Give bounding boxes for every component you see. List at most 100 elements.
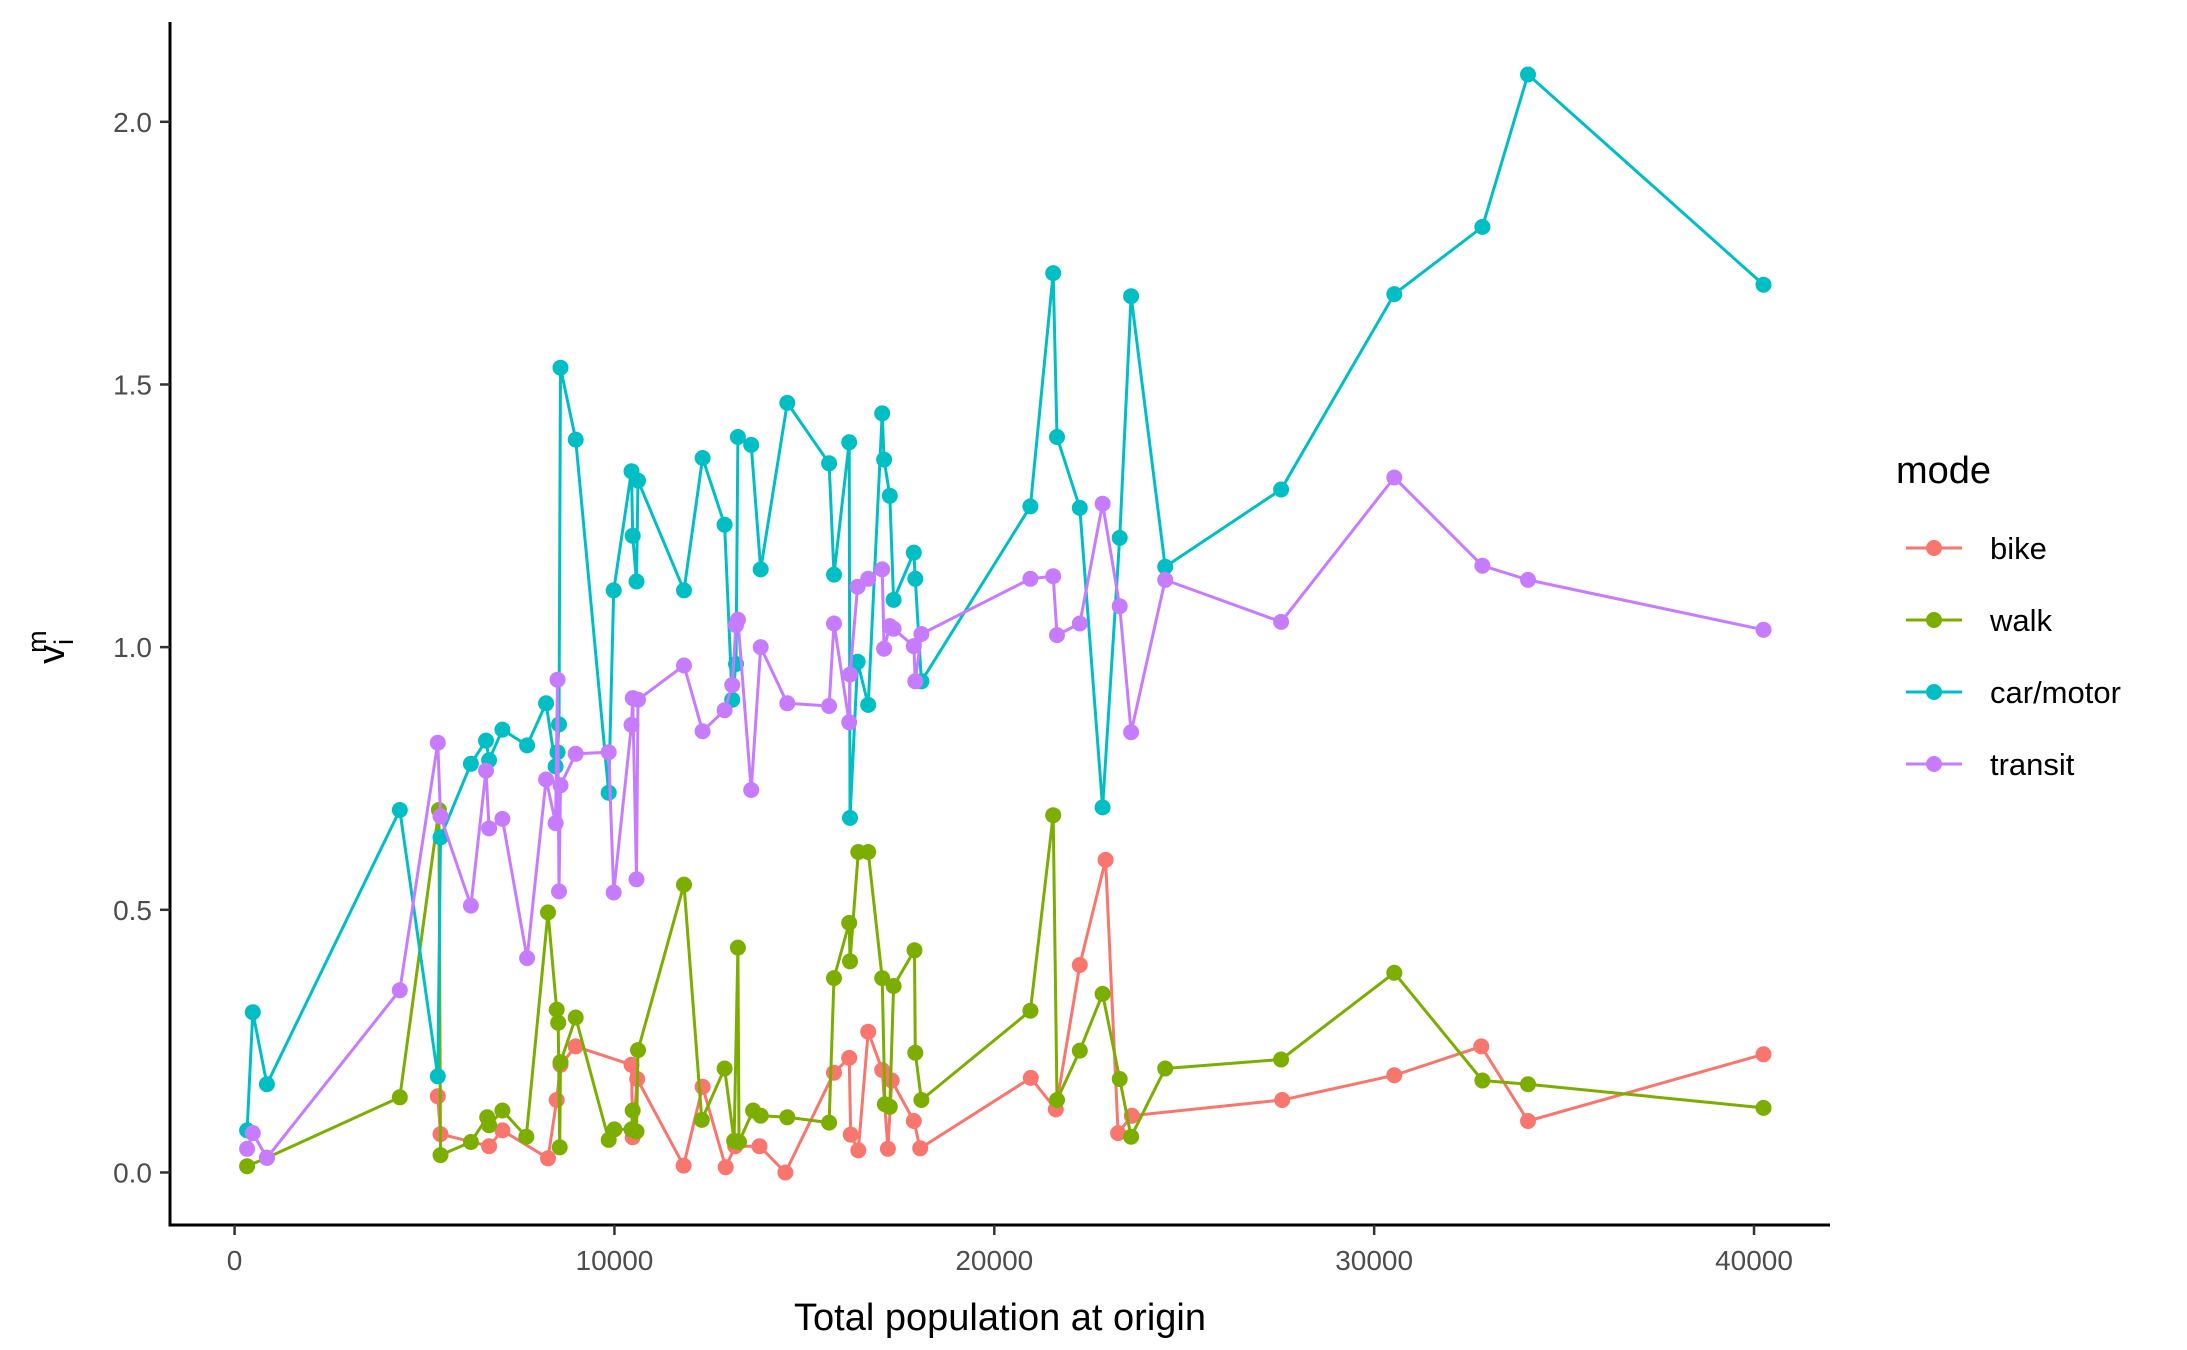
data-point-walk xyxy=(1094,985,1111,1002)
legend-key-point xyxy=(1926,540,1942,556)
data-point-car-motor xyxy=(729,429,746,445)
data-point-transit xyxy=(567,745,584,762)
data-point-transit xyxy=(481,820,498,837)
data-point-car-motor xyxy=(1094,799,1111,816)
data-point-walk xyxy=(1386,964,1403,981)
data-point-transit xyxy=(716,702,733,719)
data-point-car-motor xyxy=(842,809,858,826)
data-point-bike xyxy=(429,1088,446,1105)
y-tick-label: 0.0 xyxy=(113,1157,152,1188)
data-point-bike xyxy=(1071,957,1088,973)
data-point-car-motor xyxy=(552,359,569,376)
data-point-transit xyxy=(913,626,930,642)
data-point-car-motor xyxy=(624,527,641,544)
data-point-walk xyxy=(860,844,877,860)
data-point-car-motor xyxy=(860,696,877,713)
data-point-bike xyxy=(494,1122,511,1139)
data-point-transit xyxy=(821,698,838,714)
data-point-bike xyxy=(1110,1125,1127,1142)
series-transit xyxy=(239,469,1772,1166)
data-point-walk xyxy=(624,1102,641,1119)
data-point-walk xyxy=(881,1098,898,1115)
data-point-walk xyxy=(693,1111,710,1128)
data-point-bike xyxy=(540,1150,556,1167)
data-point-transit xyxy=(1386,469,1403,486)
data-point-walk xyxy=(552,1054,569,1071)
data-point-transit xyxy=(258,1149,275,1166)
data-point-walk xyxy=(821,1114,838,1131)
series-walk xyxy=(239,802,1772,1175)
legend-label: bike xyxy=(1990,531,2047,566)
data-point-bike xyxy=(841,1049,858,1066)
data-point-walk xyxy=(391,1089,408,1106)
data-point-bike xyxy=(826,1064,842,1081)
data-point-bike xyxy=(1473,1038,1490,1055)
data-point-car-motor xyxy=(258,1076,275,1093)
data-point-transit xyxy=(826,615,842,632)
data-point-walk xyxy=(606,1121,623,1138)
data-point-transit xyxy=(860,570,877,587)
data-point-car-motor xyxy=(1755,276,1772,293)
data-point-car-motor xyxy=(478,732,494,749)
data-point-bike xyxy=(548,1092,565,1108)
legend-item-transit: transit xyxy=(1906,747,2075,782)
data-point-transit xyxy=(1049,627,1065,644)
data-point-bike xyxy=(905,1113,922,1129)
data-point-transit xyxy=(551,883,567,900)
data-point-car-motor xyxy=(1474,218,1491,235)
data-point-car-motor xyxy=(1049,429,1065,445)
data-point-transit xyxy=(239,1140,256,1157)
data-point-car-motor xyxy=(1123,288,1140,305)
data-point-car-motor xyxy=(605,582,622,599)
data-point-transit xyxy=(1273,613,1290,630)
data-point-transit xyxy=(630,691,646,708)
data-point-transit xyxy=(676,657,692,674)
data-point-car-motor xyxy=(752,561,769,578)
y-axis-ticks: 0.0 0.5 1.0 1.5 2.0 xyxy=(113,107,170,1188)
data-point-walk xyxy=(1755,1099,1772,1116)
data-point-transit xyxy=(462,897,479,914)
data-point-walk xyxy=(1123,1128,1140,1145)
data-point-walk xyxy=(494,1102,511,1119)
data-point-transit xyxy=(549,671,566,688)
data-point-walk xyxy=(630,1042,646,1059)
data-point-car-motor xyxy=(391,802,408,818)
data-point-transit xyxy=(552,777,569,794)
data-point-walk xyxy=(1111,1071,1128,1087)
legend-item-walk: walk xyxy=(1906,603,2053,638)
data-point-transit xyxy=(1157,571,1174,588)
data-point-car-motor xyxy=(628,573,645,590)
data-point-bike xyxy=(694,1078,711,1095)
data-point-bike xyxy=(567,1038,584,1055)
data-point-walk xyxy=(1071,1042,1088,1059)
data-point-transit xyxy=(1520,571,1536,588)
data-point-bike xyxy=(751,1138,768,1155)
data-point-walk xyxy=(518,1128,535,1145)
data-point-bike xyxy=(860,1023,877,1040)
data-point-walk xyxy=(432,1147,449,1164)
data-point-car-motor xyxy=(694,450,711,466)
x-tick-label: 30000 xyxy=(1335,1245,1413,1276)
data-point-transit xyxy=(478,762,494,779)
y-axis-title-superscript: m xyxy=(22,630,52,653)
data-point-walk xyxy=(841,914,858,931)
data-point-car-motor xyxy=(494,721,511,738)
data-point-bike xyxy=(675,1157,692,1174)
y-axis-title-main: v xyxy=(31,645,73,664)
data-point-car-motor xyxy=(432,829,449,846)
data-point-walk xyxy=(239,1158,256,1175)
data-point-transit xyxy=(694,723,711,740)
data-point-walk xyxy=(676,876,692,893)
data-point-car-motor xyxy=(462,755,479,772)
data-point-walk xyxy=(1157,1060,1174,1077)
data-point-car-motor xyxy=(826,566,842,583)
data-point-bike xyxy=(1022,1069,1039,1086)
data-point-walk xyxy=(885,978,902,994)
data-point-car-motor xyxy=(1520,66,1536,83)
data-point-transit xyxy=(841,714,858,731)
data-point-walk xyxy=(826,970,842,987)
data-point-walk xyxy=(906,942,923,959)
data-point-bike xyxy=(850,1142,867,1159)
data-point-bike xyxy=(777,1164,794,1181)
x-tick-label: 10000 xyxy=(576,1245,654,1276)
